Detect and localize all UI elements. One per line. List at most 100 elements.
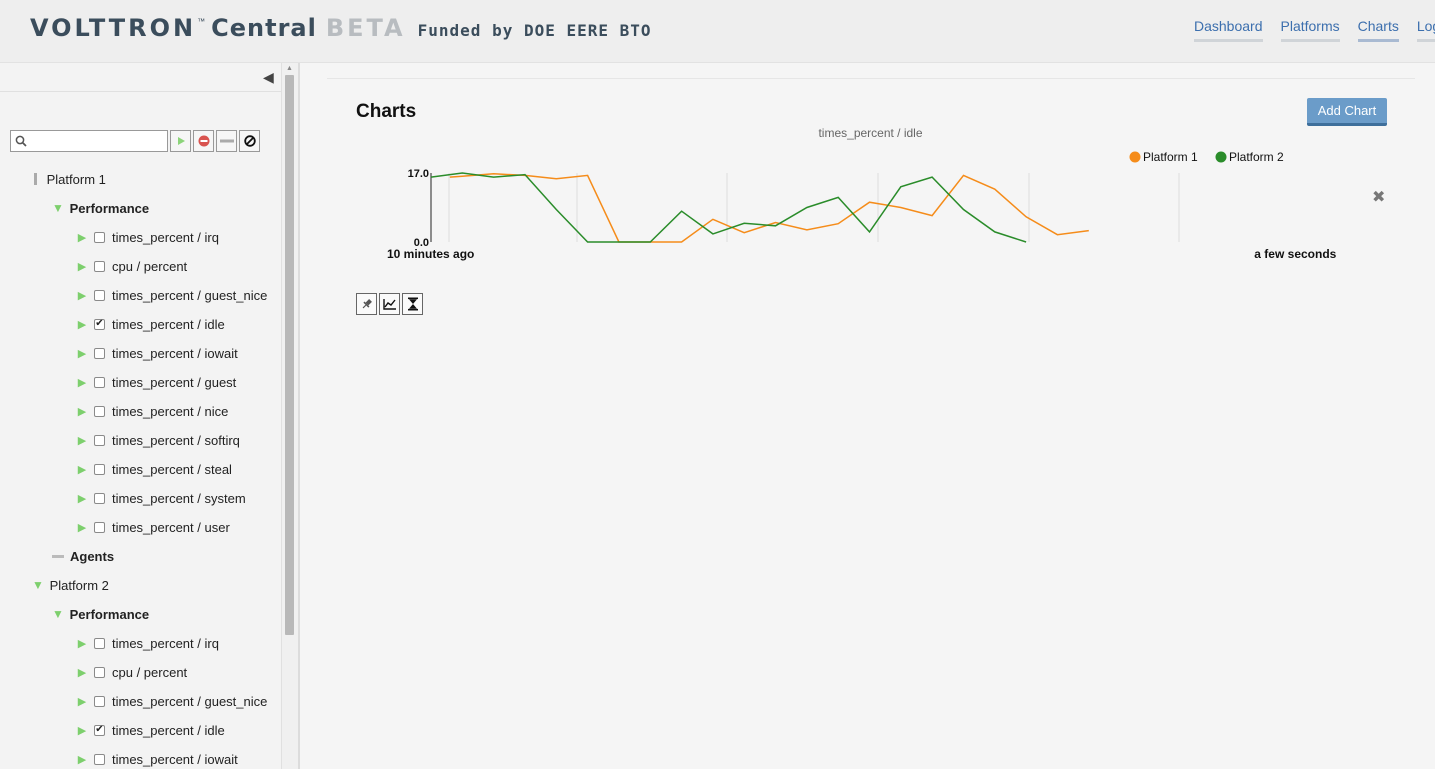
expand-arrow-icon[interactable]: ▶: [77, 318, 87, 331]
x-label-end: a few seconds ago: [1254, 247, 1340, 261]
expanded-arrow-icon[interactable]: ▼: [32, 578, 44, 592]
expand-arrow-icon[interactable]: ▶: [77, 492, 87, 505]
expand-arrow-icon[interactable]: ▶: [77, 347, 87, 360]
tree-label: times_percent / guest_nice: [112, 693, 268, 709]
tree-label: times_percent / iowait: [112, 345, 238, 361]
tree-label: cpu / percent: [112, 664, 188, 680]
collapsed-bar-icon[interactable]: [34, 173, 37, 185]
topic-checkbox[interactable]: [94, 666, 105, 678]
topic-row[interactable]: ▶ times_percent / system: [74, 488, 246, 508]
filter-remove-button[interactable]: [193, 130, 214, 152]
topic-row[interactable]: ▶ ✔ times_percent / idle: [74, 720, 225, 740]
tree-label: times_percent / user: [112, 519, 230, 535]
filter-clear-button[interactable]: [239, 130, 260, 152]
topic-checkbox[interactable]: [94, 289, 105, 301]
remove-chart-icon[interactable]: ✖: [1372, 189, 1386, 206]
tree-label: times_percent / irq: [112, 229, 219, 245]
filter-minus-button[interactable]: [216, 130, 237, 152]
expand-arrow-icon[interactable]: ▶: [77, 521, 87, 534]
tree-label: times_percent / guest: [112, 374, 237, 390]
topic-checkbox[interactable]: [94, 695, 105, 707]
expand-arrow-icon[interactable]: ▶: [77, 289, 87, 302]
topic-checkbox[interactable]: [94, 260, 105, 272]
topic-checkbox[interactable]: ✔: [94, 318, 105, 330]
topic-row[interactable]: ▶ times_percent / iowait: [74, 749, 238, 769]
expand-arrow-icon[interactable]: ▶: [77, 753, 87, 766]
category-row[interactable]: ▼ Performance: [50, 198, 149, 218]
tree-label: times_percent / irq: [112, 635, 219, 651]
category-row[interactable]: ▼ Performance: [50, 604, 149, 624]
topic-row[interactable]: ▶ times_percent / guest_nice: [74, 285, 268, 305]
topic-checkbox[interactable]: ✔: [94, 724, 105, 736]
nav-logout[interactable]: Log ou: [1416, 18, 1435, 42]
brand-central: Central: [211, 14, 317, 42]
expanded-arrow-icon[interactable]: ▼: [52, 201, 64, 215]
topic-checkbox[interactable]: [94, 376, 105, 388]
topic-search-box: [10, 130, 168, 152]
chart-toolbar: [356, 293, 425, 315]
topic-checkbox[interactable]: [94, 434, 105, 446]
topic-checkbox[interactable]: [94, 405, 105, 417]
tree-label: Agents: [70, 548, 115, 564]
collapse-sidebar-icon[interactable]: ◀: [263, 69, 274, 85]
sidebar-divider: [0, 91, 281, 92]
topic-row[interactable]: ▶ cpu / percent: [74, 662, 187, 682]
main-divider: [327, 78, 1415, 79]
expand-arrow-icon[interactable]: ▶: [77, 376, 87, 389]
legend-label: Platform 2: [1229, 150, 1284, 164]
platform-row[interactable]: Platform 1: [30, 169, 106, 189]
topic-row[interactable]: ▶ times_percent / steal: [74, 459, 232, 479]
topic-checkbox[interactable]: [94, 637, 105, 649]
collapsed-bar-icon[interactable]: [52, 554, 64, 558]
topic-row[interactable]: ▶ times_percent / iowait: [74, 343, 238, 363]
nav-platforms[interactable]: Platforms: [1280, 18, 1340, 42]
line-chart-icon: [382, 299, 396, 310]
filter-play-button[interactable]: [170, 130, 191, 152]
topic-checkbox[interactable]: [94, 347, 105, 359]
topic-checkbox[interactable]: [94, 231, 105, 243]
topic-row[interactable]: ▶ times_percent / guest_nice: [74, 691, 268, 711]
expand-arrow-icon[interactable]: ▶: [77, 724, 87, 737]
topic-row[interactable]: ▶ times_percent / irq: [74, 633, 219, 653]
topic-row[interactable]: ▶ times_percent / user: [74, 517, 230, 537]
expand-arrow-icon[interactable]: ▶: [77, 260, 87, 273]
expand-arrow-icon[interactable]: ▶: [77, 434, 87, 447]
brand-logo[interactable]: VOLTTRON ™ Central BETA Funded by DOE EE…: [30, 14, 652, 48]
category-row[interactable]: Agents: [50, 546, 114, 566]
expand-arrow-icon[interactable]: ▶: [77, 231, 87, 244]
nav-charts[interactable]: Charts: [1357, 18, 1399, 42]
legend-marker: [1129, 151, 1141, 163]
brand-trademark: ™: [197, 17, 206, 26]
add-chart-button[interactable]: Add Chart: [1307, 98, 1387, 126]
nav-dashboard[interactable]: Dashboard: [1194, 18, 1263, 42]
topic-checkbox[interactable]: [94, 521, 105, 533]
expand-arrow-icon[interactable]: ▶: [77, 405, 87, 418]
expand-arrow-icon[interactable]: ▶: [77, 463, 87, 476]
topic-checkbox[interactable]: [94, 463, 105, 475]
expand-arrow-icon[interactable]: ▶: [77, 666, 87, 679]
sidebar-scrollbar[interactable]: ▲: [281, 63, 298, 769]
topic-checkbox[interactable]: [94, 753, 105, 765]
topic-checkbox[interactable]: [94, 492, 105, 504]
scrollbar-thumb[interactable]: [285, 75, 294, 635]
series-line-1: [449, 173, 1089, 243]
expanded-arrow-icon[interactable]: ▼: [52, 607, 64, 621]
expand-arrow-icon[interactable]: ▶: [77, 637, 87, 650]
pin-icon: [362, 299, 372, 309]
topic-row[interactable]: ▶ cpu / percent: [74, 256, 187, 276]
chart-type-button[interactable]: [379, 293, 400, 315]
topic-row[interactable]: ▶ times_percent / guest: [74, 372, 237, 392]
platform-row[interactable]: ▼ Platform 2: [30, 575, 109, 595]
refresh-interval-button[interactable]: [402, 293, 423, 315]
brand-name: VOLTTRON: [30, 14, 197, 42]
topic-row[interactable]: ▶ times_percent / nice: [74, 401, 229, 421]
platforms-sidebar: ◀ Platform 1 ▼ Performance ▶ times_percent …: [0, 63, 281, 769]
legend-marker: [1215, 151, 1227, 163]
topic-row[interactable]: ▶ times_percent / softirq: [74, 430, 240, 450]
expand-arrow-icon[interactable]: ▶: [77, 695, 87, 708]
topic-row[interactable]: ▶ times_percent / irq: [74, 227, 219, 247]
topic-search-input[interactable]: [33, 133, 167, 151]
scroll-up-arrow-icon[interactable]: ▲: [286, 65, 293, 72]
topic-row[interactable]: ▶ ✔ times_percent / idle: [74, 314, 225, 334]
pin-chart-button[interactable]: [356, 293, 377, 315]
